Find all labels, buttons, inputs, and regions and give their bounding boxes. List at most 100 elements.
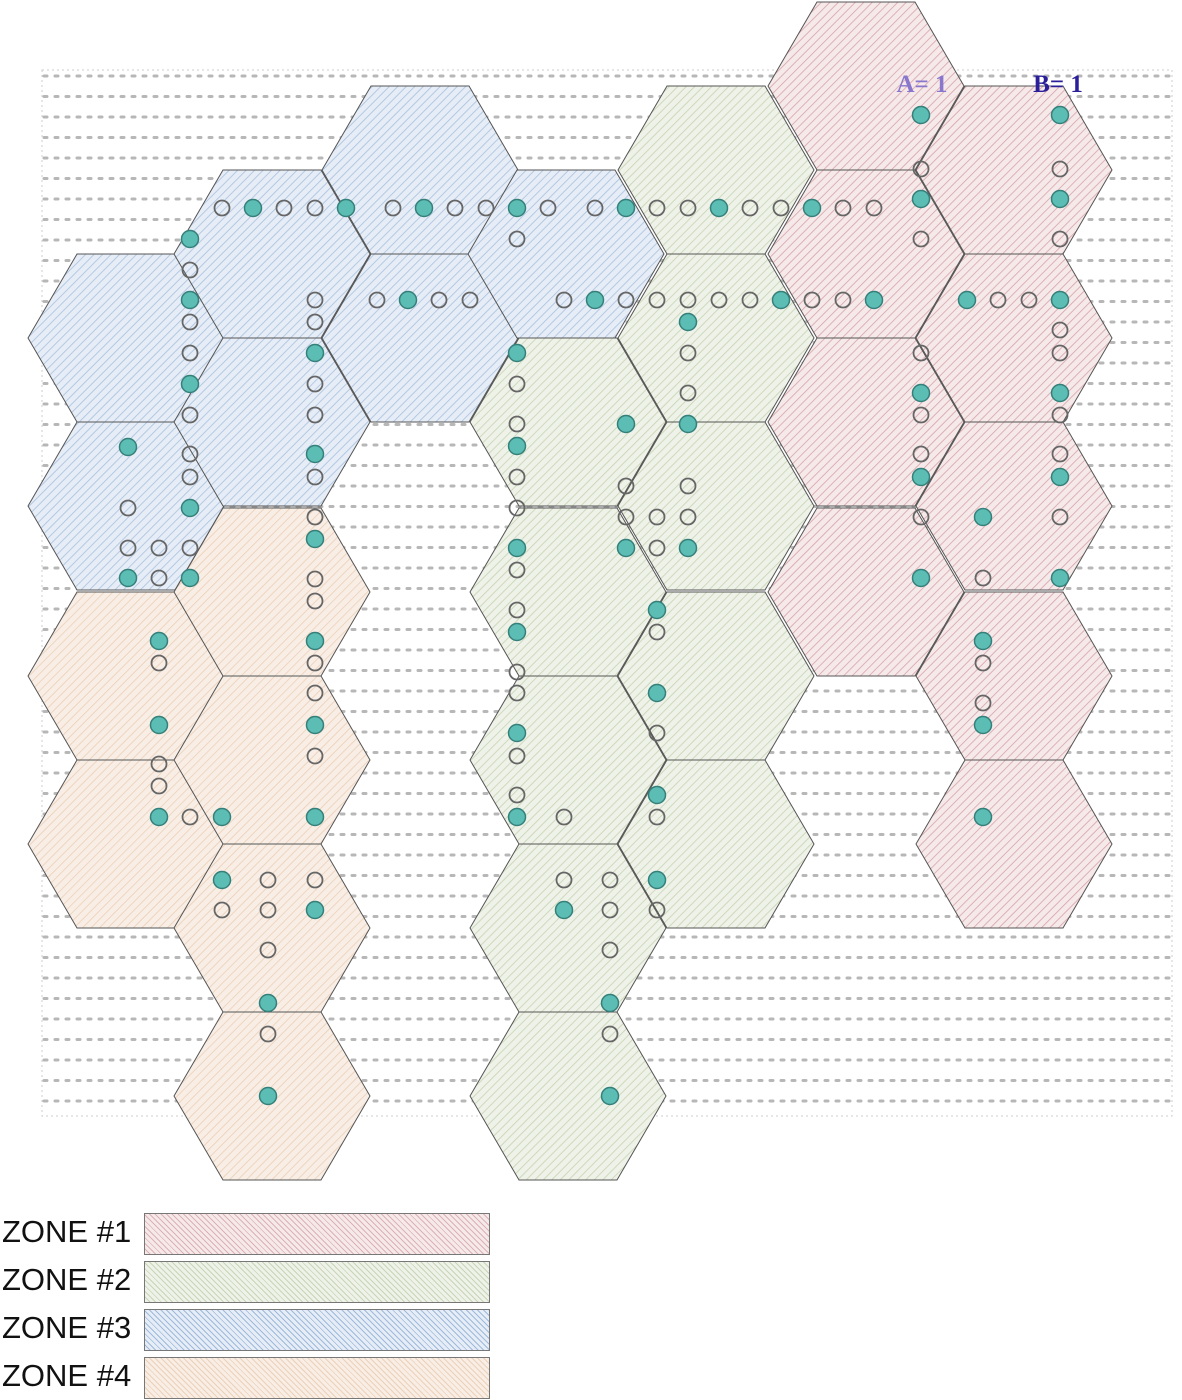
node-open [508, 663, 526, 681]
hex-zone-1 [915, 759, 1113, 929]
legend-swatch [144, 1261, 490, 1303]
node-open [555, 871, 573, 889]
nodes [118, 105, 1070, 1106]
node-filled [911, 568, 931, 588]
node-open [555, 808, 573, 826]
node-open [912, 230, 930, 248]
node-filled [507, 622, 527, 642]
legend-swatch [144, 1357, 490, 1399]
node-filled [957, 290, 977, 310]
node-filled [678, 414, 698, 434]
node-filled [243, 198, 263, 218]
node-filled [305, 529, 325, 549]
node-open [119, 499, 137, 517]
node-open [617, 477, 635, 495]
node-filled [414, 198, 434, 218]
node-filled [1050, 383, 1070, 403]
hex-zone-1 [767, 507, 965, 677]
node-filled [616, 538, 636, 558]
node-filled [507, 807, 527, 827]
node-open [648, 808, 666, 826]
node-open [1051, 160, 1069, 178]
node-open [181, 406, 199, 424]
node-filled [258, 993, 278, 1013]
node-open [259, 941, 277, 959]
node-open [181, 468, 199, 486]
node-filled [973, 507, 993, 527]
node-filled [1050, 290, 1070, 310]
node-filled [258, 1086, 278, 1106]
legend-label: ZONE #2 [2, 1262, 132, 1297]
label-a: A= 1 [896, 71, 947, 98]
node-open [508, 415, 526, 433]
node-open [648, 291, 666, 309]
node-open [912, 344, 930, 362]
node-open [648, 901, 666, 919]
node-open [306, 508, 324, 526]
node-open [306, 375, 324, 393]
node-open [539, 199, 557, 217]
node-filled [973, 807, 993, 827]
hex-zone-1 [915, 421, 1113, 591]
node-filled [973, 631, 993, 651]
node-open [1051, 230, 1069, 248]
hex-zone-2 [617, 759, 815, 929]
legend-swatch [144, 1213, 490, 1255]
node-open [834, 291, 852, 309]
hex-zone-1 [767, 337, 965, 507]
legend-item-zone-3: ZONE #3 [0, 1306, 500, 1352]
node-open [508, 684, 526, 702]
node-filled [600, 993, 620, 1013]
node-filled [1050, 467, 1070, 487]
node-filled [973, 715, 993, 735]
node-open [741, 199, 759, 217]
node-filled [180, 290, 200, 310]
legend-label: ZONE #3 [2, 1310, 132, 1345]
node-open [181, 808, 199, 826]
node-open [508, 747, 526, 765]
node-open [259, 901, 277, 919]
node-open [679, 199, 697, 217]
node-filled [305, 807, 325, 827]
node-open [259, 1025, 277, 1043]
node-open [430, 291, 448, 309]
node-open [648, 724, 666, 742]
node-filled [180, 374, 200, 394]
node-open [989, 291, 1007, 309]
node-open [772, 199, 790, 217]
node-filled [585, 290, 605, 310]
label-b: B= 1 [1033, 71, 1083, 98]
node-open [150, 654, 168, 672]
node-filled [1050, 568, 1070, 588]
node-open [1051, 445, 1069, 463]
node-filled [305, 900, 325, 920]
node-open [508, 468, 526, 486]
node-open [181, 261, 199, 279]
node-filled [678, 312, 698, 332]
node-open [306, 468, 324, 486]
node-filled [398, 290, 418, 310]
node-open [508, 561, 526, 579]
node-filled [507, 198, 527, 218]
node-filled [911, 467, 931, 487]
node-filled [118, 568, 138, 588]
node-filled [180, 568, 200, 588]
node-open [306, 871, 324, 889]
node-open [368, 291, 386, 309]
node-filled [647, 870, 667, 890]
node-filled [305, 444, 325, 464]
node-open [1051, 508, 1069, 526]
node-open [150, 777, 168, 795]
node-open [306, 291, 324, 309]
node-open [306, 406, 324, 424]
node-open [679, 344, 697, 362]
node-filled [305, 715, 325, 735]
node-open [259, 871, 277, 889]
node-open [912, 406, 930, 424]
node-open [679, 477, 697, 495]
node-open [508, 230, 526, 248]
node-open [974, 654, 992, 672]
node-open [181, 313, 199, 331]
node-filled [180, 498, 200, 518]
node-open [648, 623, 666, 641]
